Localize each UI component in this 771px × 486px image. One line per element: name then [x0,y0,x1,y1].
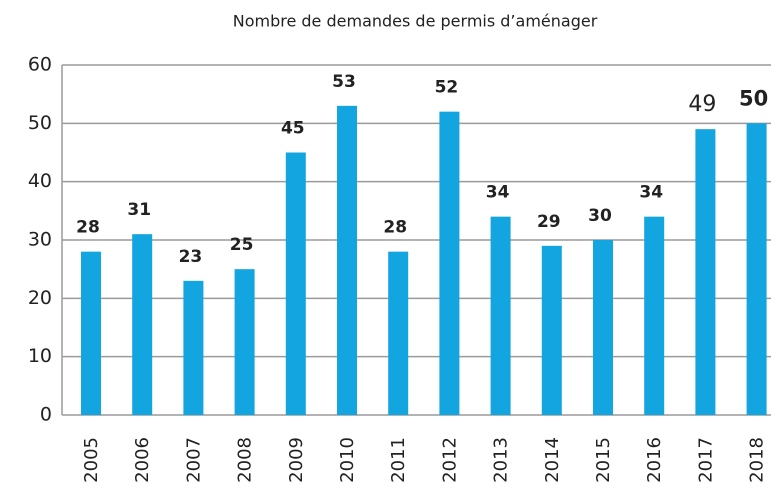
data-label: 34 [639,183,663,203]
bar [695,129,716,415]
x-tick-label: 2014 [542,437,563,483]
x-tick-label: 2018 [747,437,768,483]
bar [746,123,767,415]
y-tick-label: 50 [28,112,52,134]
x-tick-label: 2006 [132,437,153,483]
data-label: 28 [76,218,100,238]
x-tick-label: 2012 [439,437,460,483]
bar [541,245,562,415]
data-label: 23 [179,247,203,267]
bar [388,251,409,415]
x-tick-label: 2011 [388,437,409,483]
y-tick-label: 60 [28,54,52,76]
data-label: 30 [588,206,612,226]
x-tick-label: 2016 [644,437,665,483]
bar [337,105,357,415]
x-tick-label: 2005 [81,437,102,483]
bar [132,234,153,415]
data-label: 28 [383,218,407,238]
x-tick-label: 2013 [491,437,512,483]
data-label: 49 [688,92,716,117]
data-label: 29 [537,212,561,232]
bar [81,251,101,415]
y-tick-label: 30 [28,229,52,251]
x-tick-label: 2017 [695,437,716,483]
x-tick-label: 2009 [286,437,307,483]
x-tick-label: 2010 [337,437,358,483]
data-label: 45 [281,119,305,139]
x-tick-label: 2008 [235,437,256,483]
bar [285,152,306,415]
bar [234,269,255,415]
data-label: 50 [739,86,768,110]
y-tick-label: 20 [28,287,52,309]
x-tick-label: 2007 [183,437,204,483]
chart-title: Nombre de demandes de permis d’aménager [233,12,598,31]
data-label: 31 [127,200,151,220]
data-label: 25 [230,235,254,255]
x-tick-label: 2015 [593,437,614,483]
y-tick-label: 0 [40,404,52,426]
bar [593,240,613,415]
data-label: 34 [486,183,510,203]
y-tick-label: 40 [28,170,52,192]
bar [439,111,460,416]
data-label: 52 [435,78,459,98]
bar [644,216,665,415]
bar [490,216,511,415]
y-tick-label: 10 [28,345,52,367]
data-label: 53 [332,72,356,92]
bar [183,280,204,415]
